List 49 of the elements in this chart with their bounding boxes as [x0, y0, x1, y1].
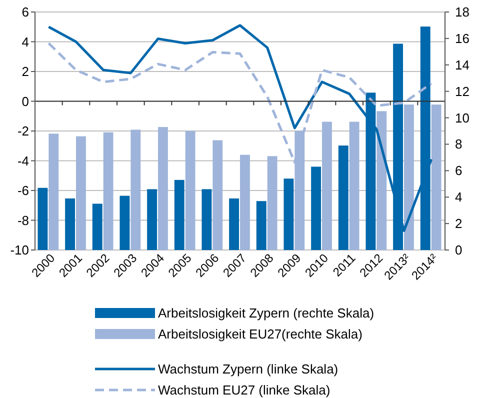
bar [174, 180, 184, 250]
bar [147, 189, 157, 250]
y2-tick-label: 6 [455, 163, 462, 178]
bar [267, 156, 278, 250]
y-tick-label: -2 [17, 124, 29, 138]
y2-tick-label: 4 [455, 190, 462, 205]
y2-tick-label: 16 [455, 30, 470, 46]
bar [311, 166, 321, 250]
bar [376, 111, 387, 250]
bar [120, 196, 130, 250]
bar [158, 127, 168, 250]
legend-label: Wachstum Zypern (linke Skala) [158, 362, 338, 376]
y2-tick-label: 18 [455, 4, 470, 20]
y2-tick-label: 10 [455, 110, 470, 126]
y-tick-label: 4 [22, 34, 29, 50]
bar [284, 178, 294, 250]
legend-label: Wachstum EU27 (linke Skala) [158, 382, 330, 398]
legend-label: Arbeitslosigkeit EU27(rechte Skala) [158, 326, 362, 342]
y-tick-label: -6 [17, 183, 29, 198]
y-tick-label: 2 [22, 64, 29, 79]
bar [338, 146, 348, 250]
y-tick-label: -10 [10, 242, 29, 258]
bar [130, 130, 141, 250]
bar [48, 134, 59, 250]
bar [240, 154, 250, 250]
y2-tick-label: 14 [455, 57, 470, 72]
bar [212, 140, 223, 250]
bar [404, 104, 414, 250]
bar [76, 136, 86, 250]
y-tick-label: 6 [22, 4, 29, 20]
bar [92, 204, 102, 250]
y2-tick-label: 2 [455, 216, 462, 232]
bar [103, 132, 114, 250]
bar [431, 104, 442, 250]
bar [185, 131, 196, 250]
bar [65, 198, 75, 250]
bar [322, 122, 332, 250]
legend-label: Arbeitslosigkeit Zypern (rechte Skala) [158, 306, 374, 320]
y2-tick-label: 8 [455, 136, 462, 152]
y-tick-label: -8 [17, 212, 29, 228]
y2-tick-label: 0 [455, 242, 462, 258]
bar [38, 188, 48, 250]
y2-tick-label: 12 [455, 84, 470, 99]
y-tick-label: 0 [22, 94, 29, 109]
bar [202, 189, 212, 250]
bar [256, 201, 266, 250]
bar [349, 122, 360, 250]
bar [229, 198, 239, 250]
y-tick-label: -4 [17, 153, 29, 168]
